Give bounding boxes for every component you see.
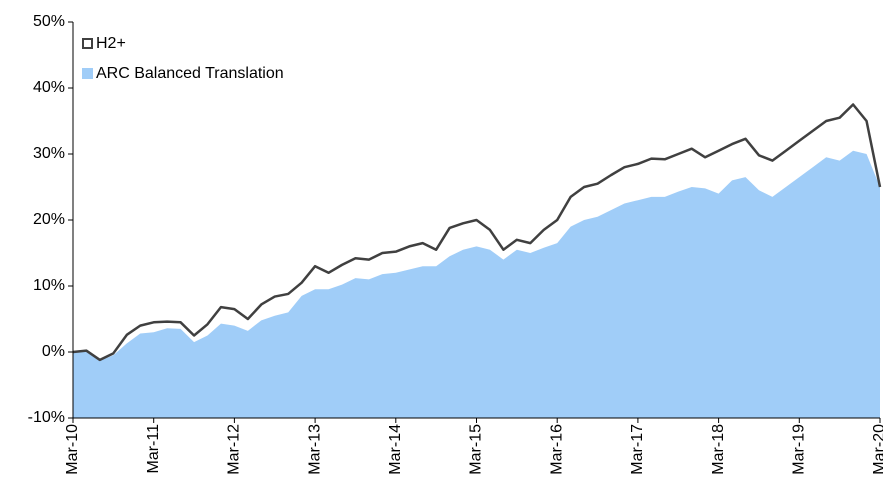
- y-tick-label: 0%: [42, 343, 65, 360]
- y-tick-label: 50%: [33, 13, 65, 30]
- y-tick-label: 20%: [33, 211, 65, 228]
- legend-swatch: [82, 38, 93, 49]
- y-tick-label: 30%: [33, 145, 65, 162]
- y-tick-label: -10%: [28, 409, 65, 426]
- line: [72, 103, 882, 362]
- x-tick-label: Mar-16: [548, 424, 565, 475]
- legend-swatch: [82, 68, 93, 79]
- x-tick-label: Mar-18: [710, 424, 727, 475]
- x-tick-label: Mar-17: [629, 424, 646, 475]
- y-tick-label: 40%: [33, 79, 65, 96]
- x-tick-label: Mar-19: [791, 424, 808, 475]
- x-tick-label: Mar-13: [306, 424, 323, 475]
- area: [73, 150, 880, 418]
- x-tick-label: Mar-12: [226, 424, 243, 475]
- x-tick-label: Mar-14: [387, 424, 404, 475]
- legend-label: H2+: [96, 35, 126, 52]
- x-tick-label: Mar-15: [468, 424, 485, 475]
- x-tick-label: Mar-20: [871, 424, 883, 475]
- x-tick-label: Mar-11: [145, 424, 162, 474]
- legend-label: ARC Balanced Translation: [96, 65, 284, 82]
- x-tick-label: Mar-10: [64, 424, 81, 475]
- y-tick-label: 10%: [33, 277, 65, 294]
